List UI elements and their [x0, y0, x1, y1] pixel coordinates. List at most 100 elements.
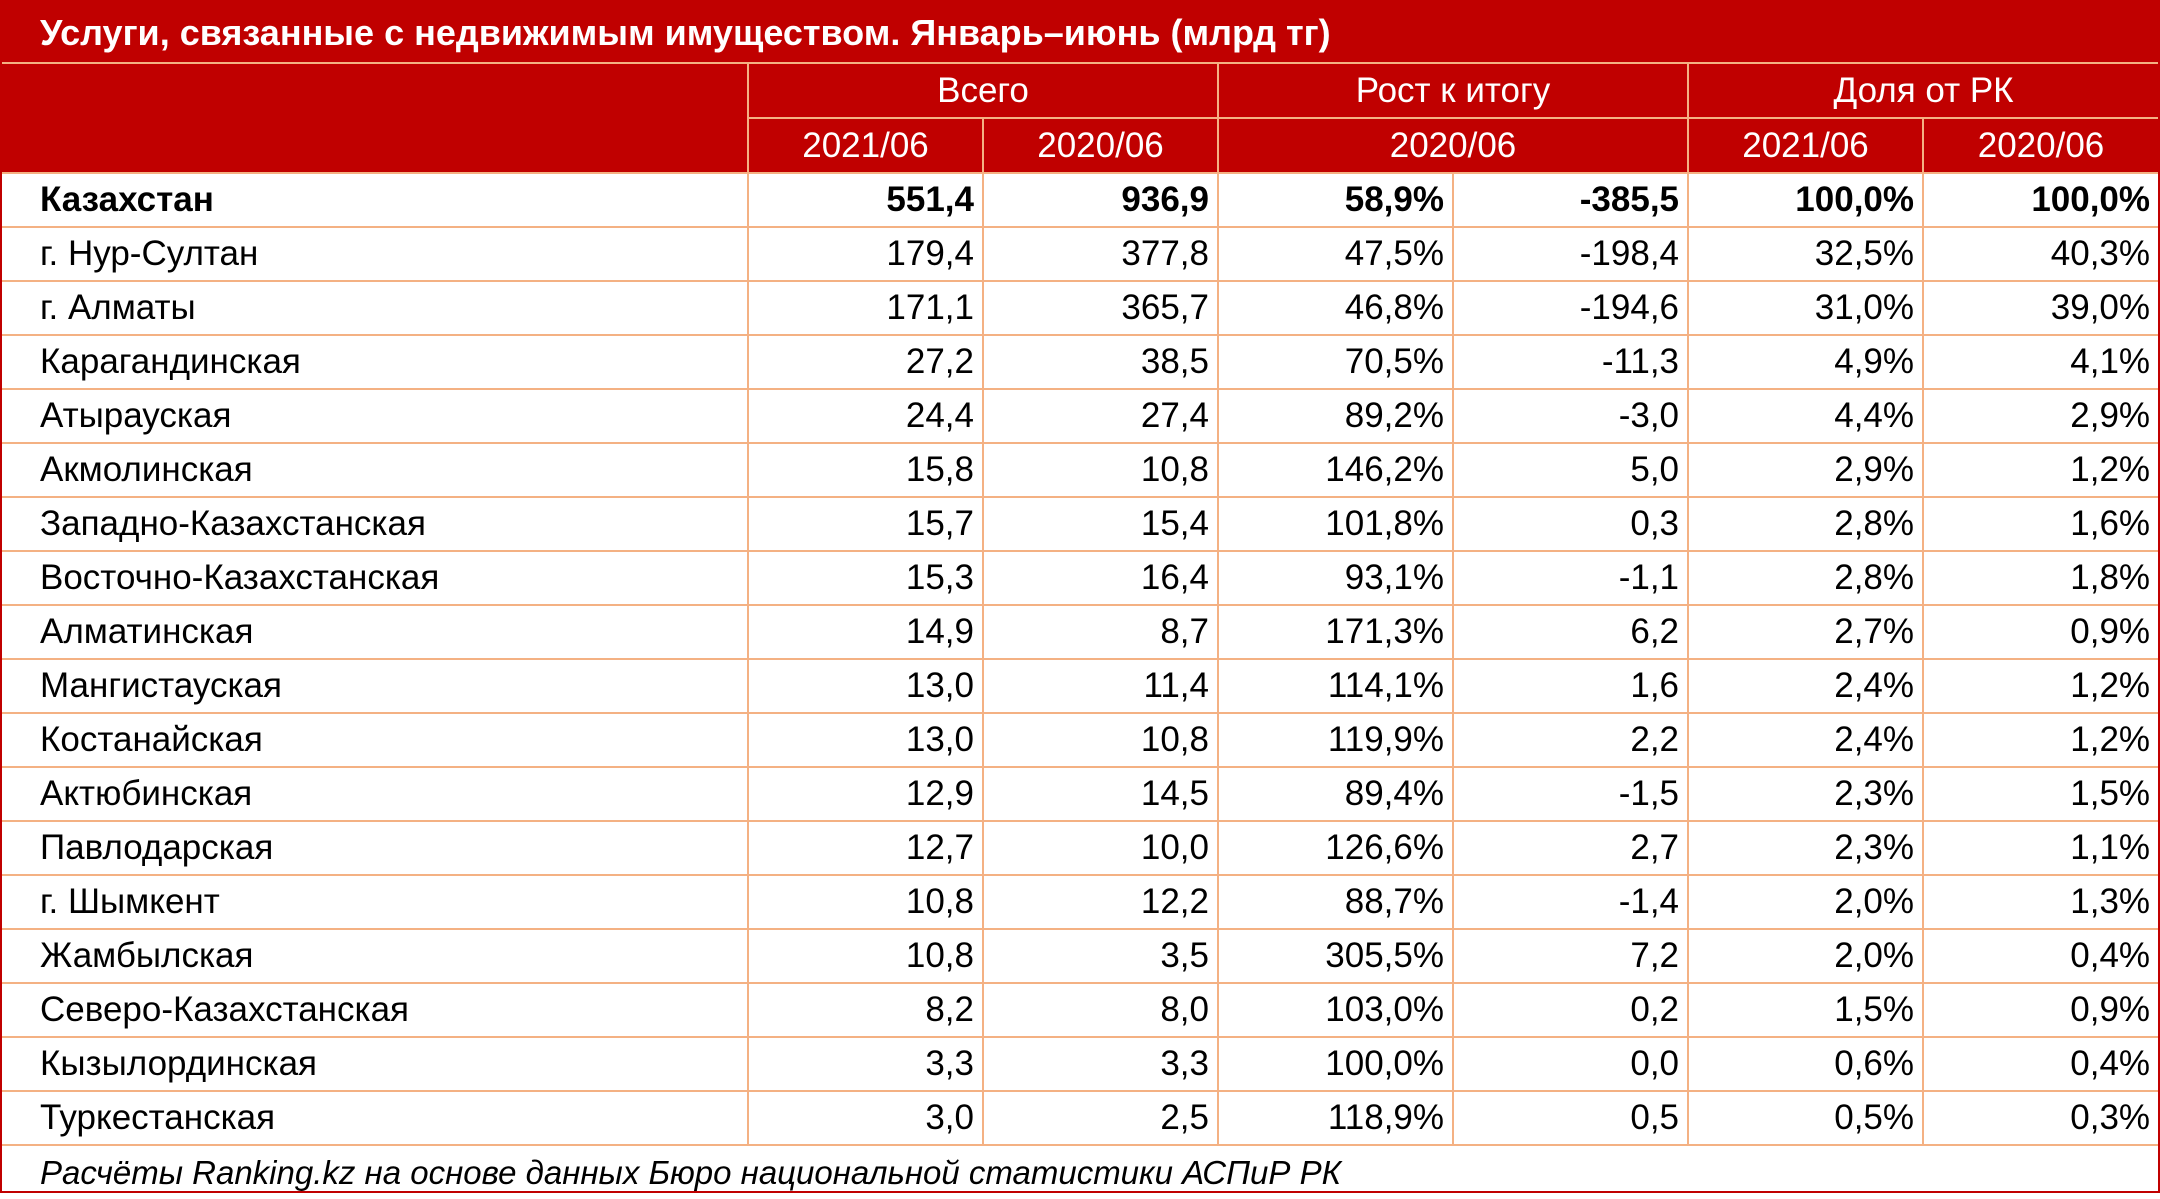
header-group-total: Всего — [747, 64, 1218, 119]
table-row: Восточно-Казахстанская 15,3 16,4 93,1% -1,1 2… — [2, 551, 2159, 606]
table-row: Карагандинская 27,2 38,5 70,5% -11,3 4,9% 4,1% — [2, 335, 2159, 390]
total-2021-cell: 10,8 — [747, 875, 983, 930]
region-name-cell: Западно-Казахстанская — [2, 497, 748, 552]
table-row: Акмолинская 15,8 10,8 146,2% 5,0 2,9% 1,2% — [2, 443, 2159, 498]
share-2021-cell: 2,8% — [1687, 497, 1924, 552]
subheader-share-2021: 2021/06 — [1687, 118, 1924, 174]
table-row: г. Нур-Султан 179,4 377,8 47,5% -198,4 32,5% 4… — [2, 227, 2159, 282]
table-row: Жамбылская 10,8 3,5 305,5% 7,2 2,0% 0,4% — [2, 929, 2159, 984]
growth-absolute-cell: -385,5 — [1451, 173, 1689, 228]
share-2020-cell: 0,9% — [1922, 983, 2159, 1038]
share-2020-cell: 1,8% — [1922, 551, 2159, 606]
growth-percent-cell: 100,0% — [1217, 1037, 1453, 1092]
region-name-cell: Восточно-Казахстанская — [2, 551, 748, 606]
region-name-cell: Акмолинская — [2, 443, 748, 498]
growth-percent-cell: 58,9% — [1217, 173, 1453, 228]
share-2021-cell: 31,0% — [1687, 281, 1924, 336]
share-2021-cell: 0,5% — [1687, 1091, 1924, 1146]
total-2021-cell: 12,7 — [747, 821, 983, 876]
region-name-cell: Мангистауская — [2, 659, 748, 714]
region-name-cell: Павлодарская — [2, 821, 748, 876]
share-2021-cell: 2,3% — [1687, 767, 1924, 822]
share-2020-cell: 0,9% — [1922, 605, 2159, 660]
table-title: Услуги, связанные с недвижимым имущество… — [2, 2, 2158, 64]
header-group-growth: Рост к итогу — [1216, 64, 1689, 119]
source-footnote: Расчёты Ranking.kz на основе данных Бюро… — [40, 1154, 1342, 1191]
region-name-cell: Казахстан — [2, 173, 748, 228]
growth-percent-cell: 93,1% — [1217, 551, 1453, 606]
subheader-growth-2020: 2020/06 — [1216, 118, 1689, 174]
total-2020-cell: 10,8 — [982, 443, 1218, 498]
share-2021-cell: 2,4% — [1687, 713, 1924, 768]
share-2020-cell: 1,2% — [1922, 713, 2159, 768]
table-row: Алматинская 14,9 8,7 171,3% 6,2 2,7% 0,9% — [2, 605, 2159, 660]
header-group-share: Доля от РК — [1687, 64, 2159, 119]
region-name-cell: Костанайская — [2, 713, 748, 768]
growth-percent-cell: 89,2% — [1217, 389, 1453, 444]
share-2021-cell: 1,5% — [1687, 983, 1924, 1038]
table-row: г. Шымкент 10,8 12,2 88,7% -1,4 2,0% 1,3% — [2, 875, 2159, 930]
region-name-cell: г. Шымкент — [2, 875, 748, 930]
total-2020-cell: 38,5 — [982, 335, 1218, 390]
growth-percent-cell: 305,5% — [1217, 929, 1453, 984]
share-2021-cell: 2,0% — [1687, 875, 1924, 930]
table-header: Всего Рост к итогу Доля от РК 2021/06 20… — [2, 64, 2159, 174]
growth-absolute-cell: 1,6 — [1451, 659, 1689, 714]
total-2020-cell: 365,7 — [982, 281, 1218, 336]
total-2020-cell: 16,4 — [982, 551, 1218, 606]
share-2021-cell: 32,5% — [1687, 227, 1924, 282]
total-2021-cell: 15,7 — [747, 497, 983, 552]
growth-percent-cell: 70,5% — [1217, 335, 1453, 390]
share-2020-cell: 1,6% — [1922, 497, 2159, 552]
total-2021-cell: 8,2 — [747, 983, 983, 1038]
growth-percent-cell: 146,2% — [1217, 443, 1453, 498]
share-2021-cell: 4,9% — [1687, 335, 1924, 390]
share-2021-cell: 0,6% — [1687, 1037, 1924, 1092]
total-2021-cell: 15,8 — [747, 443, 983, 498]
growth-absolute-cell: -1,1 — [1451, 551, 1689, 606]
region-name-cell: Алматинская — [2, 605, 748, 660]
growth-absolute-cell: -194,6 — [1451, 281, 1689, 336]
total-2020-cell: 377,8 — [982, 227, 1218, 282]
table-row: Павлодарская 12,7 10,0 126,6% 2,7 2,3% 1,1% — [2, 821, 2159, 876]
growth-absolute-cell: 2,7 — [1451, 821, 1689, 876]
data-table: Всего Рост к итогу Доля от РК 2021/06 20… — [2, 64, 2159, 1146]
share-2021-cell: 4,4% — [1687, 389, 1924, 444]
total-2021-cell: 171,1 — [747, 281, 983, 336]
total-2020-cell: 10,0 — [982, 821, 1218, 876]
table-row: Атырауская 24,4 27,4 89,2% -3,0 4,4% 2,9% — [2, 389, 2159, 444]
share-2020-cell: 1,2% — [1922, 443, 2159, 498]
growth-absolute-cell: 7,2 — [1451, 929, 1689, 984]
total-2020-cell: 3,3 — [982, 1037, 1218, 1092]
share-2020-cell: 100,0% — [1922, 173, 2159, 228]
table-row: Костанайская 13,0 10,8 119,9% 2,2 2,4% 1,2% — [2, 713, 2159, 768]
total-2020-cell: 12,2 — [982, 875, 1218, 930]
growth-absolute-cell: -1,5 — [1451, 767, 1689, 822]
total-2020-cell: 27,4 — [982, 389, 1218, 444]
share-2021-cell: 100,0% — [1687, 173, 1924, 228]
region-name-cell: Кызылординская — [2, 1037, 748, 1092]
growth-absolute-cell: -11,3 — [1451, 335, 1689, 390]
total-2021-cell: 10,8 — [747, 929, 983, 984]
growth-percent-cell: 171,3% — [1217, 605, 1453, 660]
growth-absolute-cell: -198,4 — [1451, 227, 1689, 282]
region-name-cell: Туркестанская — [2, 1091, 748, 1146]
region-name-cell: г. Нур-Султан — [2, 227, 748, 282]
total-2020-cell: 8,0 — [982, 983, 1218, 1038]
growth-absolute-cell: 0,2 — [1451, 983, 1689, 1038]
region-name-cell: г. Алматы — [2, 281, 748, 336]
growth-percent-cell: 118,9% — [1217, 1091, 1453, 1146]
growth-percent-cell: 101,8% — [1217, 497, 1453, 552]
growth-absolute-cell: -1,4 — [1451, 875, 1689, 930]
growth-percent-cell: 114,1% — [1217, 659, 1453, 714]
share-2021-cell: 2,8% — [1687, 551, 1924, 606]
growth-percent-cell: 119,9% — [1217, 713, 1453, 768]
share-2020-cell: 1,1% — [1922, 821, 2159, 876]
share-2020-cell: 2,9% — [1922, 389, 2159, 444]
total-2021-cell: 3,0 — [747, 1091, 983, 1146]
region-name-cell: Жамбылская — [2, 929, 748, 984]
region-name-cell: Карагандинская — [2, 335, 748, 390]
growth-absolute-cell: 0,5 — [1451, 1091, 1689, 1146]
region-name-cell: Актюбинская — [2, 767, 748, 822]
